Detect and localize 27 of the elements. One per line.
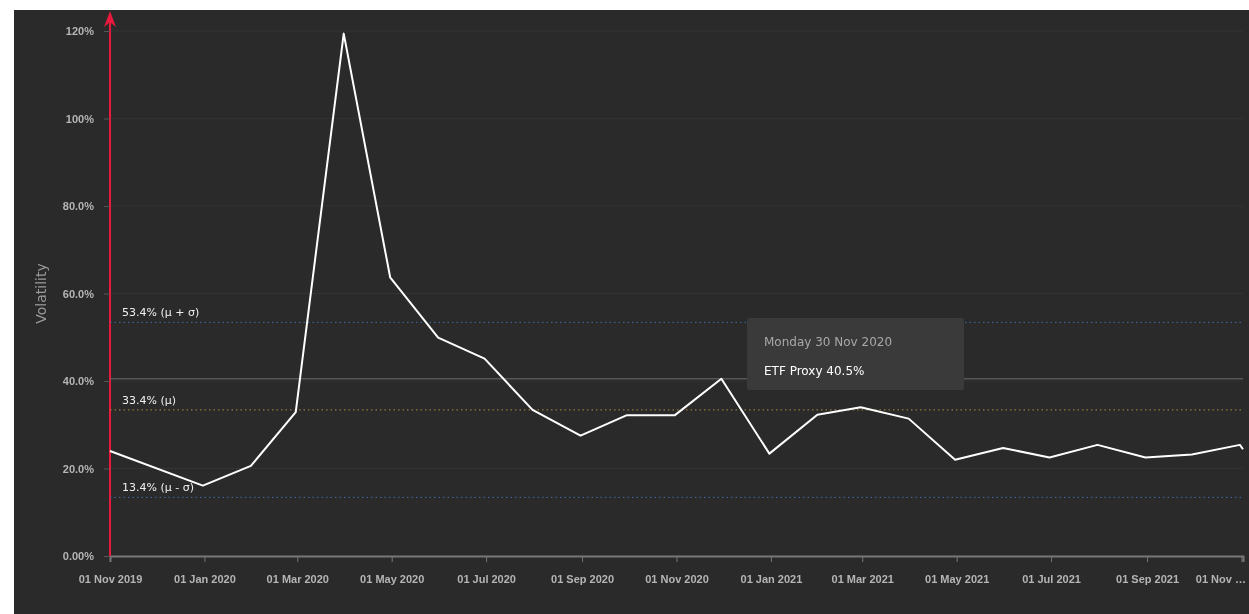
x-tick-label: 01 May 2020 (360, 572, 425, 585)
x-tick-label: 01 Jul 2020 (457, 572, 516, 585)
ref-line-label: 13.4% (μ - σ) (122, 481, 194, 495)
x-tick-label: 01 Jul 2021 (1022, 572, 1081, 585)
ref-line-label: 33.4% (μ) (122, 393, 177, 407)
tooltip: Monday 30 Nov 2020 ETF Proxy 40.5% (747, 318, 964, 390)
x-tick-label: 01 Mar 2021 (831, 572, 894, 585)
x-tick-label: 01 Jan 2020 (174, 572, 236, 585)
x-tick-label: 01 Sep 2021 (1116, 572, 1180, 585)
x-tick-label: 01 Nov 2019 (78, 572, 143, 585)
x-tick-label: 01 Mar 2020 (266, 572, 329, 585)
x-tick-label: 01 Jan 2021 (740, 572, 803, 585)
y-tick-label: 0.00% (62, 550, 95, 563)
y-tick-label: 120% (65, 25, 95, 38)
annotation: ETF Proxy 40.5% (764, 364, 865, 378)
x-tick-label: 01 Sep 2020 (551, 572, 615, 585)
x-tick-label: 01 Nov 2020 (645, 572, 709, 585)
y-axis-title: Volatility (33, 263, 49, 324)
y-tick-label: 100% (65, 112, 95, 125)
y-tick-label: 20.0% (62, 462, 95, 475)
y-tick-label: 60.0% (62, 287, 95, 300)
annotation: Monday 30 Nov 2020 (764, 335, 893, 349)
y-tick-label: 40.0% (62, 375, 95, 388)
ref-line-label: 53.4% (μ + σ) (122, 306, 200, 320)
x-tick-label: 01 May 2021 (925, 572, 990, 585)
x-tick-label: 01 Nov … (1195, 572, 1246, 585)
y-tick-label: 80.0% (62, 200, 95, 213)
